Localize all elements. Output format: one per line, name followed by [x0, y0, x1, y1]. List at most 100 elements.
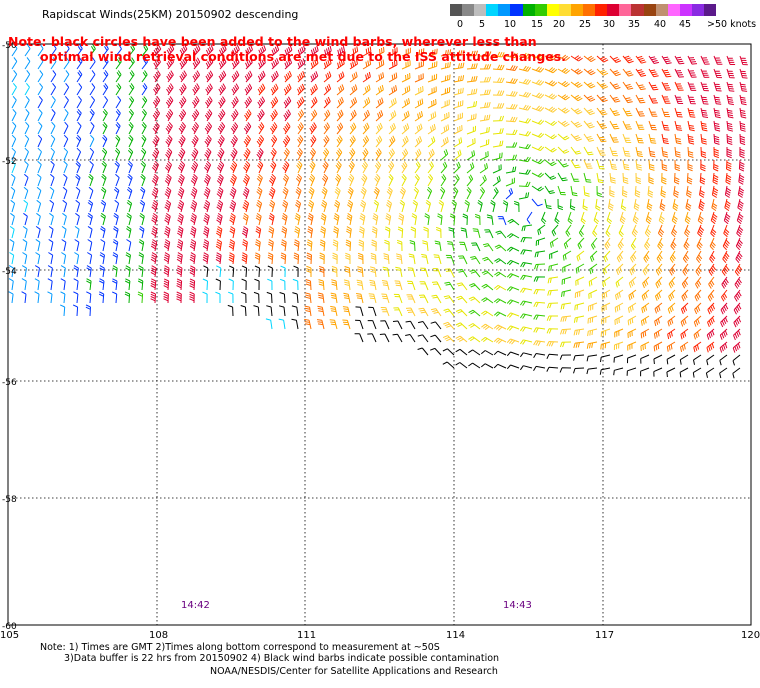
wind-barb [468, 296, 481, 304]
wind-barb [567, 211, 573, 225]
wind-barb [244, 70, 253, 83]
wind-barb [521, 224, 533, 232]
wind-barb [596, 55, 609, 63]
wind-barb [191, 160, 199, 174]
wind-barb [697, 224, 705, 238]
wind-barb [335, 173, 342, 187]
wind-barb [192, 70, 201, 83]
wind-barb [368, 293, 377, 304]
wind-barb [453, 75, 465, 83]
wind-barb [518, 78, 532, 85]
wind-barb [177, 212, 184, 226]
wind-barb [393, 293, 403, 304]
wind-barb [440, 174, 447, 187]
wind-barb [479, 187, 486, 200]
wind-barb [648, 68, 659, 78]
wind-barb [34, 291, 40, 304]
wind-barb [490, 199, 496, 213]
wind-barb [296, 160, 303, 174]
wind-barb [557, 107, 570, 114]
wind-barb [713, 146, 720, 159]
wind-barb [76, 57, 83, 70]
wind-barb [295, 186, 302, 200]
wind-barb [50, 108, 56, 122]
wind-barb [682, 250, 690, 264]
wind-barb [165, 147, 173, 161]
wind-barb [163, 252, 170, 265]
colorbar-tick-label: >50 knots [707, 19, 757, 30]
wind-barb [329, 319, 338, 330]
wind-barb [440, 112, 450, 122]
wind-barb [37, 121, 43, 135]
wind-barb [442, 335, 455, 343]
wind-barb [281, 226, 288, 239]
wind-barb [115, 83, 122, 96]
wind-barb [617, 237, 624, 250]
wind-barb [422, 240, 429, 252]
wind-barb [531, 105, 545, 112]
wind-barb [112, 239, 119, 252]
wind-barb [601, 302, 611, 312]
wind-barb [63, 134, 69, 148]
wind-barb [661, 55, 672, 65]
wind-barb [216, 173, 224, 187]
wind-barb [622, 94, 633, 104]
wind-barb [431, 294, 442, 304]
wind-barb [87, 212, 93, 226]
wind-barb [283, 147, 290, 161]
wind-barb [297, 135, 304, 148]
wind-barb [336, 109, 344, 122]
wind-barb [112, 278, 118, 291]
wind-barb [164, 225, 171, 239]
wind-barb [140, 186, 146, 200]
wind-barb [394, 280, 403, 291]
wind-barb [493, 324, 507, 331]
wind-barb [626, 367, 637, 376]
wind-barb [125, 265, 131, 278]
wind-barb [721, 276, 729, 289]
wind-barb [128, 96, 135, 109]
wind-barb [534, 263, 546, 270]
wind-barb [111, 291, 118, 304]
wind-barb [648, 120, 657, 131]
wind-barb [47, 278, 53, 291]
wind-barb [63, 70, 70, 83]
wind-barb [531, 66, 545, 73]
wind-barb [423, 226, 429, 239]
wind-barb [89, 70, 96, 83]
wind-barb [87, 239, 93, 252]
wind-barb [282, 135, 291, 148]
wind-barb [426, 186, 433, 200]
wind-barb [75, 160, 81, 174]
wind-barb [330, 292, 338, 304]
wind-barb [546, 353, 559, 360]
wind-barb [616, 263, 624, 276]
wind-barb [177, 173, 185, 187]
wind-barb [455, 322, 468, 330]
wind-barb [36, 212, 41, 226]
wind-barb [343, 292, 351, 304]
wind-barb [9, 225, 15, 239]
wind-barb [295, 173, 302, 187]
wind-barb [23, 186, 29, 200]
wind-barb [693, 328, 702, 340]
wind-barb [216, 226, 223, 239]
wind-barb [323, 84, 332, 96]
wind-barb [721, 263, 730, 276]
wind-barb [37, 134, 43, 148]
wind-barb [520, 262, 533, 268]
wind-barb [205, 96, 213, 109]
wind-barb [50, 147, 55, 161]
wind-barb [11, 57, 18, 70]
wind-barb [11, 134, 17, 148]
wind-barb [653, 328, 663, 339]
wind-barb [24, 160, 29, 174]
wind-barb [216, 199, 224, 213]
wind-barb [544, 146, 557, 153]
wind-barb [23, 199, 29, 213]
wind-barb [410, 226, 416, 239]
wind-barb [602, 276, 611, 288]
wind-barb [492, 115, 505, 122]
wind-barb [228, 278, 234, 291]
wind-barb [427, 86, 437, 96]
